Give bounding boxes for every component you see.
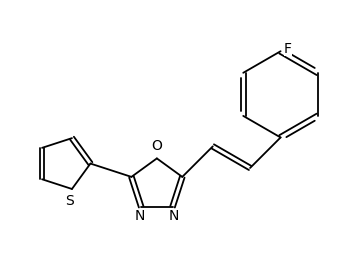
Text: N: N [169, 209, 180, 223]
Text: N: N [134, 209, 145, 223]
Text: O: O [152, 139, 162, 153]
Text: S: S [66, 194, 74, 208]
Text: F: F [284, 42, 292, 56]
